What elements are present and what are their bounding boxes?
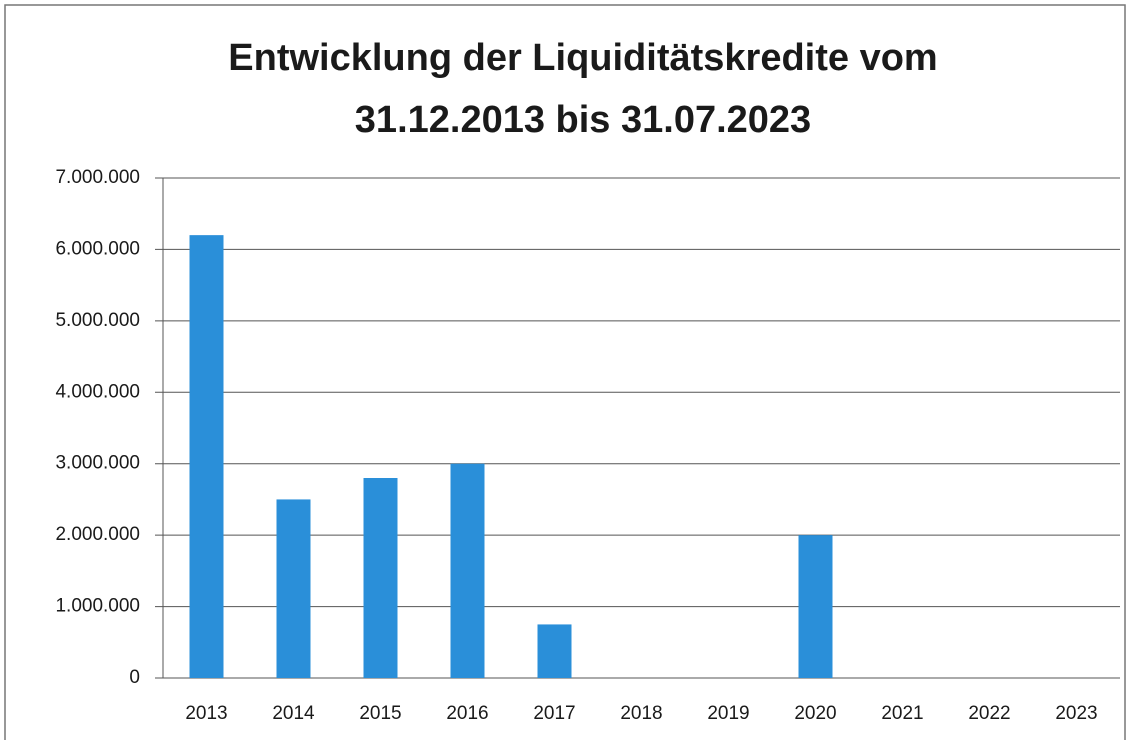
x-tick-label: 2021	[881, 703, 923, 724]
y-tick-label: 2.000.000	[55, 524, 140, 545]
y-tick-label: 4.000.000	[55, 381, 140, 402]
chart-title: Entwicklung der Liquiditätskredite vom	[228, 37, 937, 79]
y-tick-label: 6.000.000	[55, 238, 140, 259]
x-tick-label: 2020	[794, 703, 836, 724]
x-tick-label: 2019	[707, 703, 749, 724]
x-tick-label: 2014	[272, 703, 315, 724]
chart-title: 31.12.2013 bis 31.07.2023	[355, 99, 811, 141]
x-tick-label: 2018	[620, 703, 662, 724]
x-tick-label: 2022	[968, 703, 1010, 724]
x-tick-label: 2015	[359, 703, 401, 724]
y-tick-label: 0	[129, 667, 140, 688]
bar	[450, 463, 485, 678]
y-tick-label: 3.000.000	[55, 453, 140, 474]
y-tick-label: 1.000.000	[55, 596, 140, 617]
bar	[363, 478, 398, 678]
x-tick-label: 2023	[1055, 703, 1097, 724]
bar	[798, 535, 833, 678]
bar	[276, 499, 311, 678]
y-tick-label: 7.000.000	[55, 167, 140, 188]
bar	[537, 624, 572, 678]
chart-frame	[4, 4, 1126, 740]
x-tick-label: 2013	[185, 703, 227, 724]
bar	[189, 235, 224, 678]
x-tick-label: 2016	[446, 703, 488, 724]
x-tick-label: 2017	[533, 703, 575, 724]
y-tick-label: 5.000.000	[55, 310, 140, 331]
